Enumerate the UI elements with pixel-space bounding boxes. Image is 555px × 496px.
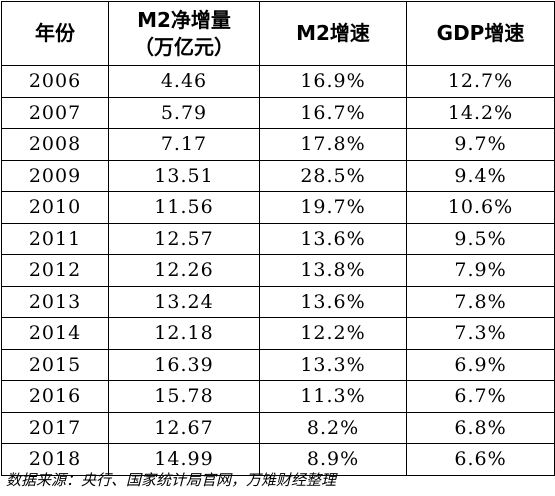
cell-m2-growth: 17.8% [259, 128, 407, 161]
table-row: 2011 12.57 13.6% 9.5% [1, 222, 555, 255]
table-row: 2015 16.39 13.3% 6.9% [1, 348, 555, 381]
cell-year: 2018 [1, 443, 109, 476]
cell-gdp-growth: 10.6% [406, 191, 555, 224]
cell-m2-increase: 4.46 [108, 65, 260, 98]
cell-m2-growth: 28.5% [259, 159, 407, 192]
cell-m2-growth: 19.7% [259, 191, 407, 224]
cell-m2-increase: 15.78 [108, 380, 260, 413]
cell-m2-growth: 13.8% [259, 254, 407, 287]
table-row: 2012 12.26 13.8% 7.9% [1, 254, 555, 287]
cell-m2-growth: 16.7% [259, 96, 407, 129]
cell-m2-increase: 11.56 [108, 191, 260, 224]
cell-m2-increase: 12.18 [108, 317, 260, 350]
table-row: 2010 11.56 19.7% 10.6% [1, 191, 555, 224]
cell-m2-increase: 13.51 [108, 159, 260, 192]
cell-m2-growth: 13.6% [259, 285, 407, 318]
cell-year: 2006 [1, 65, 109, 98]
cell-m2-increase: 12.26 [108, 254, 260, 287]
header-gdp-growth: GDP增速 [406, 1, 555, 66]
cell-gdp-growth: 6.9% [406, 348, 555, 381]
cell-gdp-growth: 7.8% [406, 285, 555, 318]
table-row: 2014 12.18 12.2% 7.3% [1, 317, 555, 350]
cell-m2-increase: 12.67 [108, 411, 260, 444]
table-row: 2013 13.24 13.6% 7.8% [1, 285, 555, 318]
cell-year: 2011 [1, 222, 109, 255]
cell-m2-increase: 5.79 [108, 96, 260, 129]
source-note: 数据来源：央行、国家统计局官网，万雉财经整理 [6, 471, 337, 489]
cell-m2-growth: 12.2% [259, 317, 407, 350]
cell-gdp-growth: 7.9% [406, 254, 555, 287]
cell-gdp-growth: 9.5% [406, 222, 555, 255]
cell-m2-growth: 11.3% [259, 380, 407, 413]
cell-year: 2010 [1, 191, 109, 224]
table-row: 2018 14.99 8.9% 6.6% [1, 443, 555, 476]
header-m2-increase-label: M2净增量 [137, 7, 231, 32]
cell-m2-increase: 13.24 [108, 285, 260, 318]
cell-m2-increase: 7.17 [108, 128, 260, 161]
cell-gdp-growth: 7.3% [406, 317, 555, 350]
header-m2-growth: M2增速 [259, 1, 407, 66]
table-row: 2017 12.67 8.2% 6.8% [1, 411, 555, 444]
cell-gdp-growth: 6.6% [406, 443, 555, 476]
cell-year: 2009 [1, 159, 109, 192]
cell-year: 2013 [1, 285, 109, 318]
cell-year: 2015 [1, 348, 109, 381]
cell-m2-growth: 13.3% [259, 348, 407, 381]
table-header-row: 年份 M2净增量 （万亿元） M2增速 GDP增速 [1, 1, 555, 66]
table-row: 2008 7.17 17.8% 9.7% [1, 128, 555, 161]
cell-year: 2016 [1, 380, 109, 413]
table-body: 2006 4.46 16.9% 12.7% 2007 5.79 16.7% 14.2% 2008… [1, 65, 555, 476]
table-row: 2009 13.51 28.5% 9.4% [1, 159, 555, 192]
m2-gdp-table: 年份 M2净增量 （万亿元） M2增速 GDP增速 2006 4.46 16.9% 1… [1, 1, 555, 476]
header-year-label: 年份 [35, 21, 75, 45]
header-m2-growth-label: M2增速 [296, 21, 370, 45]
cell-year: 2017 [1, 411, 109, 444]
cell-year: 2014 [1, 317, 109, 350]
cell-m2-increase: 12.57 [108, 222, 260, 255]
cell-year: 2008 [1, 128, 109, 161]
cell-gdp-growth: 9.7% [406, 128, 555, 161]
cell-gdp-growth: 14.2% [406, 96, 555, 129]
header-m2-increase-unit: （万亿元） [134, 34, 234, 59]
cell-m2-growth: 16.9% [259, 65, 407, 98]
header-m2-increase: M2净增量 （万亿元） [108, 1, 260, 66]
cell-gdp-growth: 9.4% [406, 159, 555, 192]
header-year: 年份 [1, 1, 109, 66]
cell-year: 2007 [1, 96, 109, 129]
cell-gdp-growth: 6.8% [406, 411, 555, 444]
table-row: 2007 5.79 16.7% 14.2% [1, 96, 555, 129]
table-row: 2016 15.78 11.3% 6.7% [1, 380, 555, 413]
cell-m2-increase: 14.99 [108, 443, 260, 476]
cell-gdp-growth: 12.7% [406, 65, 555, 98]
cell-gdp-growth: 6.7% [406, 380, 555, 413]
cell-m2-growth: 8.2% [259, 411, 407, 444]
cell-m2-growth: 13.6% [259, 222, 407, 255]
table-row: 2006 4.46 16.9% 12.7% [1, 65, 555, 98]
cell-year: 2012 [1, 254, 109, 287]
cell-m2-increase: 16.39 [108, 348, 260, 381]
header-gdp-growth-label: GDP增速 [436, 21, 525, 45]
